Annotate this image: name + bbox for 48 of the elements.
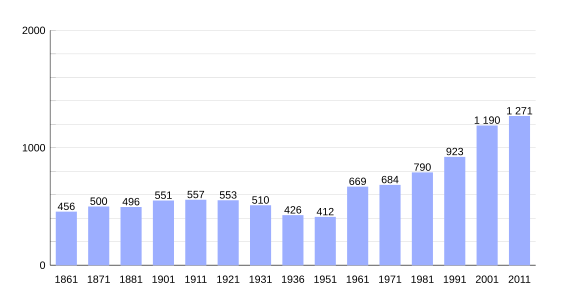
data-label: 456 — [58, 202, 75, 210]
bar — [56, 212, 77, 266]
data-label: 557 — [187, 190, 204, 198]
data-label: 1 271 — [507, 107, 532, 114]
x-tick-label: 1931 — [250, 276, 272, 284]
bar — [88, 206, 110, 266]
data-label: 426 — [284, 206, 302, 214]
bar — [314, 216, 336, 266]
x-tick-label: 1901 — [152, 276, 175, 284]
bar — [476, 126, 498, 266]
data-label: 684 — [382, 176, 399, 184]
bar — [379, 184, 401, 266]
x-tick-label: 1951 — [314, 276, 337, 284]
x-tick-label: 1871 — [88, 276, 110, 284]
x-tick-label: 1991 — [444, 276, 466, 284]
bar — [347, 186, 368, 266]
y-tick-label: 2000 — [22, 26, 46, 34]
bar — [218, 200, 239, 266]
y-tick-label: 0 — [40, 262, 46, 269]
data-label: 923 — [446, 148, 464, 156]
data-label: 500 — [90, 197, 108, 205]
data-label: 551 — [155, 192, 172, 199]
x-tick-label: 1981 — [411, 276, 434, 284]
x-tick-label: 2001 — [476, 276, 498, 284]
x-tick-label: 1921 — [217, 276, 240, 284]
bar — [282, 215, 304, 266]
bar — [185, 200, 206, 266]
bar — [120, 207, 142, 266]
data-label: 496 — [122, 198, 140, 206]
x-tick-label: 1881 — [120, 276, 142, 284]
bar — [444, 156, 466, 266]
bar — [152, 200, 174, 266]
bar — [412, 172, 433, 266]
data-label: 790 — [414, 163, 431, 171]
x-tick-label: 1971 — [379, 276, 402, 284]
data-label: 669 — [349, 178, 366, 186]
data-label: 553 — [220, 191, 237, 199]
bar — [250, 205, 272, 266]
x-tick-label: 1936 — [282, 276, 304, 284]
x-tick-label: 1961 — [346, 276, 369, 284]
data-label: 510 — [252, 196, 269, 204]
data-label: 412 — [316, 208, 334, 216]
x-tick-label: 1861 — [55, 276, 78, 284]
data-label: 1 190 — [474, 116, 500, 124]
y-tick-label: 1000 — [22, 144, 46, 152]
bar — [508, 116, 530, 266]
x-tick-label: 2011 — [508, 276, 530, 284]
x-tick-label: 1911 — [185, 276, 207, 284]
